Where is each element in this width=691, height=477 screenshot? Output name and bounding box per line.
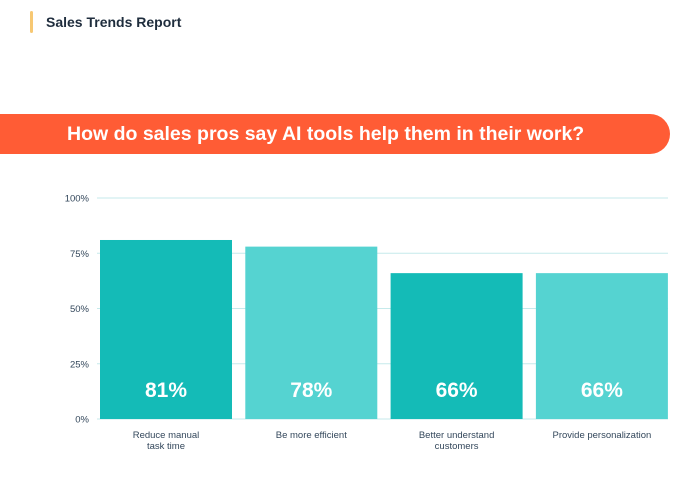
- data-label: 81%: [145, 379, 187, 402]
- bar: [390, 273, 523, 419]
- bar: [245, 246, 378, 419]
- bar: [535, 273, 668, 419]
- header-accent-bar: [30, 11, 33, 33]
- data-label: 66%: [581, 379, 623, 402]
- y-tick-label: 100%: [65, 194, 90, 205]
- bar: [100, 239, 232, 419]
- data-label: 66%: [436, 379, 478, 402]
- report-header: Sales Trends Report: [30, 10, 181, 34]
- x-tick-label: Better understand customers: [419, 430, 495, 452]
- chart-title-banner: How do sales pros say AI tools help them…: [0, 114, 670, 154]
- data-label: 78%: [290, 379, 332, 402]
- y-tick-label: 75%: [70, 249, 90, 260]
- x-tick-label: Be more efficient: [276, 430, 347, 441]
- x-tick-label: Provide personalization: [553, 430, 652, 441]
- y-tick-label: 0%: [75, 415, 89, 426]
- report-title: Sales Trends Report: [46, 14, 182, 30]
- y-tick-label: 25%: [70, 359, 90, 370]
- chart-title: How do sales pros say AI tools help them…: [67, 122, 585, 145]
- x-tick-label: Reduce manual task time: [133, 430, 200, 452]
- y-tick-label: 50%: [70, 304, 90, 315]
